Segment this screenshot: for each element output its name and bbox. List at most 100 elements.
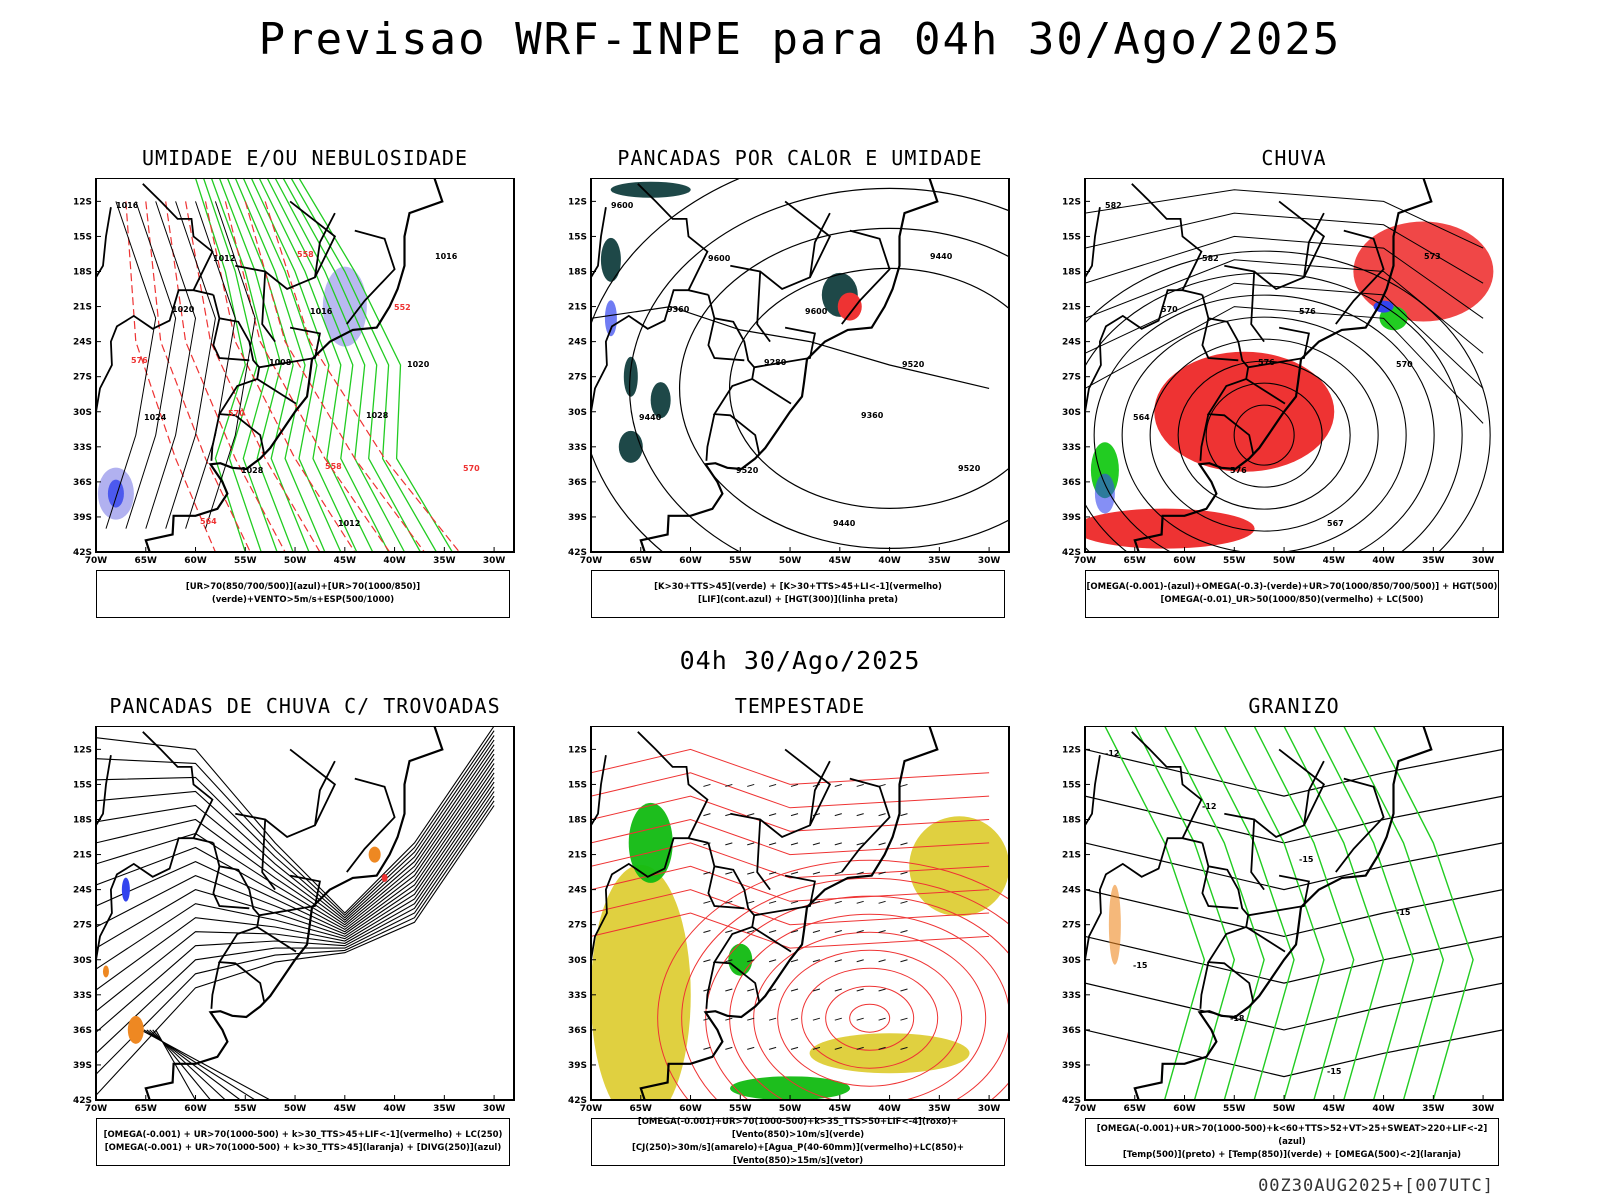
wind-vector	[768, 871, 777, 875]
lon-label: 40W	[878, 1104, 901, 1114]
lat-label: 24S	[568, 338, 587, 348]
contour-label: 1020	[172, 305, 195, 314]
political-border	[1335, 229, 1385, 325]
legend-line: [OMEGA(-0.01)_UR>50(1000/850)(vermelho) …	[1160, 595, 1424, 605]
wind-vector	[900, 783, 908, 787]
lat-label: 12S	[1062, 745, 1081, 755]
contour-line	[1134, 726, 1236, 1100]
wind-vector	[768, 900, 777, 904]
contour-line	[96, 781, 495, 991]
wind-vector	[878, 988, 886, 992]
lat-label: 24S	[73, 886, 92, 896]
lon-label: 55W	[1223, 556, 1246, 566]
shaded-area	[650, 382, 671, 419]
streamline	[1085, 250, 1491, 552]
political-border	[705, 413, 716, 461]
wind-vector	[856, 988, 864, 992]
contour-line	[96, 749, 495, 926]
streamline	[1121, 316, 1407, 552]
lat-label: 36S	[73, 1026, 92, 1036]
wind-vector	[725, 1046, 733, 1050]
lat-label: 18S	[568, 268, 587, 278]
contour-line	[290, 178, 437, 552]
political-border	[235, 748, 337, 839]
political-border	[1201, 318, 1239, 362]
lon-label: 40W	[383, 556, 406, 566]
wind-vector	[834, 900, 842, 904]
lon-label: 45W	[829, 1104, 852, 1114]
legend-line: [Temp(500)](preto) + [Temp(850)](verde) …	[1122, 1149, 1462, 1160]
lat-label: 24S	[1062, 338, 1081, 348]
contour-line	[224, 201, 391, 552]
lat-label: 18S	[73, 816, 92, 826]
contour-label: 564	[1133, 413, 1150, 422]
plot-frame	[95, 726, 515, 1101]
lat-label: 21S	[73, 851, 92, 861]
contour-line	[1223, 726, 1325, 1100]
political-border	[1335, 777, 1385, 873]
lon-label: 65W	[630, 556, 653, 566]
lat-label: 15S	[568, 780, 587, 790]
wind-vector	[812, 959, 821, 963]
streamline	[801, 967, 939, 1069]
wind-vector	[856, 871, 864, 875]
lon-label: 70W	[1074, 556, 1097, 566]
wind-vector	[747, 959, 755, 963]
lon-label: 50W	[284, 556, 307, 566]
panel-legend: [OMEGA(-0.001)+UR>70(1000-500)+k<60+TTS>…	[1085, 1118, 1499, 1166]
wind-vector	[790, 813, 799, 817]
legend-line: [K>30+TTS>45](verde) + [K>30+TTS>45+LI<-…	[654, 582, 942, 592]
lon-label: 55W	[234, 556, 257, 566]
contour-line	[96, 805, 495, 1096]
contour-label: 552	[394, 303, 411, 312]
wind-vector	[900, 900, 908, 904]
contour-label: -15	[1396, 908, 1411, 917]
lon-label: 30W	[1472, 556, 1495, 566]
contour-label: 9440	[833, 519, 856, 528]
lat-label: 33S	[1062, 443, 1081, 453]
coastline	[144, 726, 444, 1100]
wind-vector	[703, 900, 711, 904]
wind-vector	[747, 988, 755, 992]
contour-label: -12	[1202, 802, 1216, 811]
contour-line	[1085, 982, 1503, 1031]
lat-label: 12S	[568, 197, 587, 207]
wind-vector	[812, 842, 821, 846]
shaded-area	[604, 300, 617, 337]
legend-line: [OMEGA(-0.001) + UR>70(1000-500) + k>30_…	[103, 1130, 503, 1140]
coastline	[639, 178, 939, 552]
political-border	[1199, 961, 1210, 1009]
lon-label: 70W	[580, 556, 603, 566]
wind-vector	[768, 783, 777, 787]
wind-vector	[878, 842, 886, 846]
contour-line	[204, 201, 356, 552]
contour-label: -15	[1327, 1067, 1342, 1076]
lat-label: 27S	[568, 373, 587, 383]
wind-vector	[725, 900, 733, 904]
contour-line	[234, 178, 326, 552]
lat-label: 36S	[73, 478, 92, 488]
political-border	[809, 212, 831, 278]
lon-label: 70W	[85, 556, 108, 566]
wind-vector	[747, 783, 755, 787]
contour-line	[96, 786, 495, 1012]
wind-vector	[747, 813, 755, 817]
contour-line	[185, 201, 236, 529]
shaded-area	[610, 181, 691, 198]
wind-vector	[725, 959, 733, 963]
contour-line	[140, 1029, 271, 1100]
wind-vector	[834, 959, 842, 963]
streamline	[849, 1003, 891, 1033]
contour-line	[591, 842, 990, 879]
lon-label: 30W	[1472, 1104, 1495, 1114]
contour-label: 1012	[213, 254, 235, 263]
lon-label: 50W	[779, 556, 802, 566]
contour-label: 9520	[902, 360, 925, 369]
shaded-area	[1353, 221, 1494, 322]
lon-label: 55W	[729, 1104, 752, 1114]
lon-label: 50W	[1273, 1104, 1296, 1114]
political-border	[1248, 326, 1310, 369]
wind-vector	[834, 813, 842, 817]
wind-vector	[834, 871, 842, 875]
contour-line	[96, 772, 495, 949]
